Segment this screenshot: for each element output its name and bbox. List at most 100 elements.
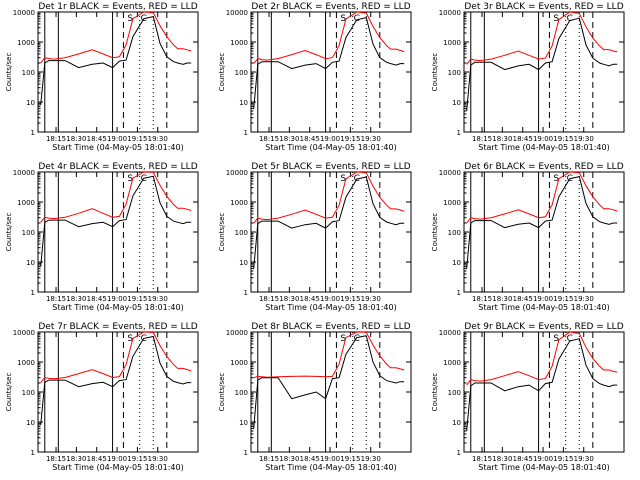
x-axis-label: Start Time (04-May-05 18:01:40) bbox=[52, 303, 183, 312]
y-tick-label: 10 bbox=[452, 419, 461, 427]
plot-frame bbox=[250, 171, 412, 293]
x-tick-label: 19:00 bbox=[107, 135, 127, 143]
annotation-c: C bbox=[354, 334, 360, 344]
y-tick-label: 1 bbox=[457, 289, 461, 297]
x-tick-label: 19:30 bbox=[148, 295, 168, 303]
x-tick-label: 18:45 bbox=[300, 455, 320, 463]
x-tick-label: 19:00 bbox=[107, 455, 127, 463]
annotation-c: C bbox=[567, 334, 573, 344]
y-tick-label: 1000 bbox=[17, 39, 35, 47]
series-line-lld bbox=[466, 12, 618, 65]
x-axis-label: Start Time (04-May-05 18:01:40) bbox=[265, 463, 396, 472]
annotation-s: S bbox=[340, 14, 346, 24]
y-axis-label: Counts/sec bbox=[218, 373, 226, 412]
x-tick-label: 18:15 bbox=[46, 455, 66, 463]
x-tick-label: 18:30 bbox=[279, 135, 299, 143]
detector-panel-6: Det 6r BLACK = Events, RED = LLD 1 10 100 10… bbox=[431, 162, 625, 312]
y-tick-label: 10 bbox=[26, 419, 35, 427]
detector-panel-3: Det 3r BLACK = Events, RED = LLD 1 10 100 10… bbox=[431, 2, 625, 152]
detector-panel-1: Det 1r BLACK = Events, RED = LLD 1 10 100 10… bbox=[5, 2, 199, 152]
y-tick-label: 1 bbox=[244, 449, 248, 457]
annotation-s: S bbox=[340, 334, 346, 344]
y-tick-label: 1000 bbox=[443, 39, 461, 47]
detector-panel-7: Det 7r BLACK = Events, RED = LLD 1 10 100 10… bbox=[5, 322, 199, 472]
series-line-events bbox=[253, 176, 405, 269]
panel-title: Det 6r BLACK = Events, RED = LLD bbox=[464, 162, 623, 172]
x-tick-label: 19:30 bbox=[574, 295, 594, 303]
y-axis-label: Counts/sec bbox=[5, 213, 13, 252]
y-tick-label: 10000 bbox=[13, 329, 35, 337]
plot-frame bbox=[463, 331, 625, 453]
series-line-events bbox=[253, 335, 405, 429]
series-line-lld bbox=[253, 12, 405, 64]
y-axis-label: Counts/sec bbox=[431, 213, 439, 252]
x-tick-label: 18:15 bbox=[259, 455, 279, 463]
detector-panel-5: Det 5r BLACK = Events, RED = LLD 1 10 100 10… bbox=[218, 162, 412, 312]
plot-frame bbox=[250, 11, 412, 133]
x-tick-label: 18:30 bbox=[492, 295, 512, 303]
y-tick-label: 10000 bbox=[226, 169, 248, 177]
x-tick-label: 18:45 bbox=[87, 295, 107, 303]
x-tick-label: 19:00 bbox=[533, 295, 553, 303]
x-tick-label: 18:15 bbox=[472, 135, 492, 143]
x-tick-label: 18:45 bbox=[87, 455, 107, 463]
x-tick-label: 19:30 bbox=[574, 455, 594, 463]
annotation-s: S bbox=[127, 334, 133, 344]
panel-title: Det 4r BLACK = Events, RED = LLD bbox=[38, 162, 197, 172]
y-tick-label: 10 bbox=[239, 99, 248, 107]
y-tick-label: 1 bbox=[244, 129, 248, 137]
x-tick-label: 18:45 bbox=[300, 295, 320, 303]
x-tick-label: 18:45 bbox=[513, 295, 533, 303]
y-tick-label: 1000 bbox=[443, 359, 461, 367]
series-line-events bbox=[466, 17, 618, 112]
x-axis-label: Start Time (04-May-05 18:01:40) bbox=[265, 303, 396, 312]
y-tick-label: 1 bbox=[457, 449, 461, 457]
x-tick-label: 19:30 bbox=[361, 455, 381, 463]
y-tick-label: 10000 bbox=[439, 169, 461, 177]
series-line-lld bbox=[466, 172, 618, 224]
series-line-lld bbox=[466, 332, 618, 386]
x-axis-label: Start Time (04-May-05 18:01:40) bbox=[478, 143, 609, 152]
x-tick-label: 18:30 bbox=[279, 295, 299, 303]
plot-frame bbox=[37, 331, 199, 453]
y-tick-label: 10 bbox=[26, 259, 35, 267]
series-line-lld bbox=[40, 332, 192, 383]
y-tick-label: 10000 bbox=[439, 329, 461, 337]
x-tick-label: 18:30 bbox=[492, 455, 512, 463]
y-tick-label: 1000 bbox=[17, 199, 35, 207]
y-tick-label: 1 bbox=[244, 289, 248, 297]
annotation-s: S bbox=[127, 174, 133, 184]
y-axis-label: Counts/sec bbox=[5, 373, 13, 412]
y-tick-label: 100 bbox=[235, 389, 248, 397]
y-axis-label: Counts/sec bbox=[431, 373, 439, 412]
x-tick-label: 19:00 bbox=[320, 455, 340, 463]
y-tick-label: 10000 bbox=[226, 9, 248, 17]
x-tick-label: 19:00 bbox=[320, 295, 340, 303]
x-tick-label: 19:00 bbox=[320, 135, 340, 143]
panel-title: Det 9r BLACK = Events, RED = LLD bbox=[464, 322, 623, 332]
y-tick-label: 10000 bbox=[13, 169, 35, 177]
y-tick-label: 1 bbox=[31, 289, 35, 297]
detector-panel-2: Det 2r BLACK = Events, RED = LLD 1 10 100 10… bbox=[218, 2, 412, 152]
annotation-c: C bbox=[567, 14, 573, 24]
x-tick-label: 19:15 bbox=[553, 135, 573, 143]
y-tick-label: 1000 bbox=[230, 39, 248, 47]
x-tick-label: 18:30 bbox=[66, 455, 86, 463]
x-tick-label: 19:15 bbox=[340, 135, 360, 143]
y-tick-label: 10000 bbox=[13, 9, 35, 17]
panel-title: Det 3r BLACK = Events, RED = LLD bbox=[464, 2, 623, 12]
x-axis-label: Start Time (04-May-05 18:01:40) bbox=[52, 463, 183, 472]
y-tick-label: 100 bbox=[22, 69, 35, 77]
y-tick-label: 1000 bbox=[17, 359, 35, 367]
annotation-s: S bbox=[553, 334, 559, 344]
plot-frame bbox=[463, 11, 625, 133]
y-tick-label: 100 bbox=[22, 229, 35, 237]
x-axis-label: Start Time (04-May-05 18:01:40) bbox=[478, 463, 609, 472]
x-tick-label: 19:00 bbox=[107, 295, 127, 303]
y-tick-label: 10 bbox=[26, 99, 35, 107]
x-tick-label: 19:15 bbox=[553, 295, 573, 303]
series-line-events bbox=[466, 176, 618, 269]
series-line-events bbox=[40, 335, 192, 425]
y-tick-label: 10 bbox=[239, 419, 248, 427]
x-tick-label: 19:15 bbox=[127, 295, 147, 303]
